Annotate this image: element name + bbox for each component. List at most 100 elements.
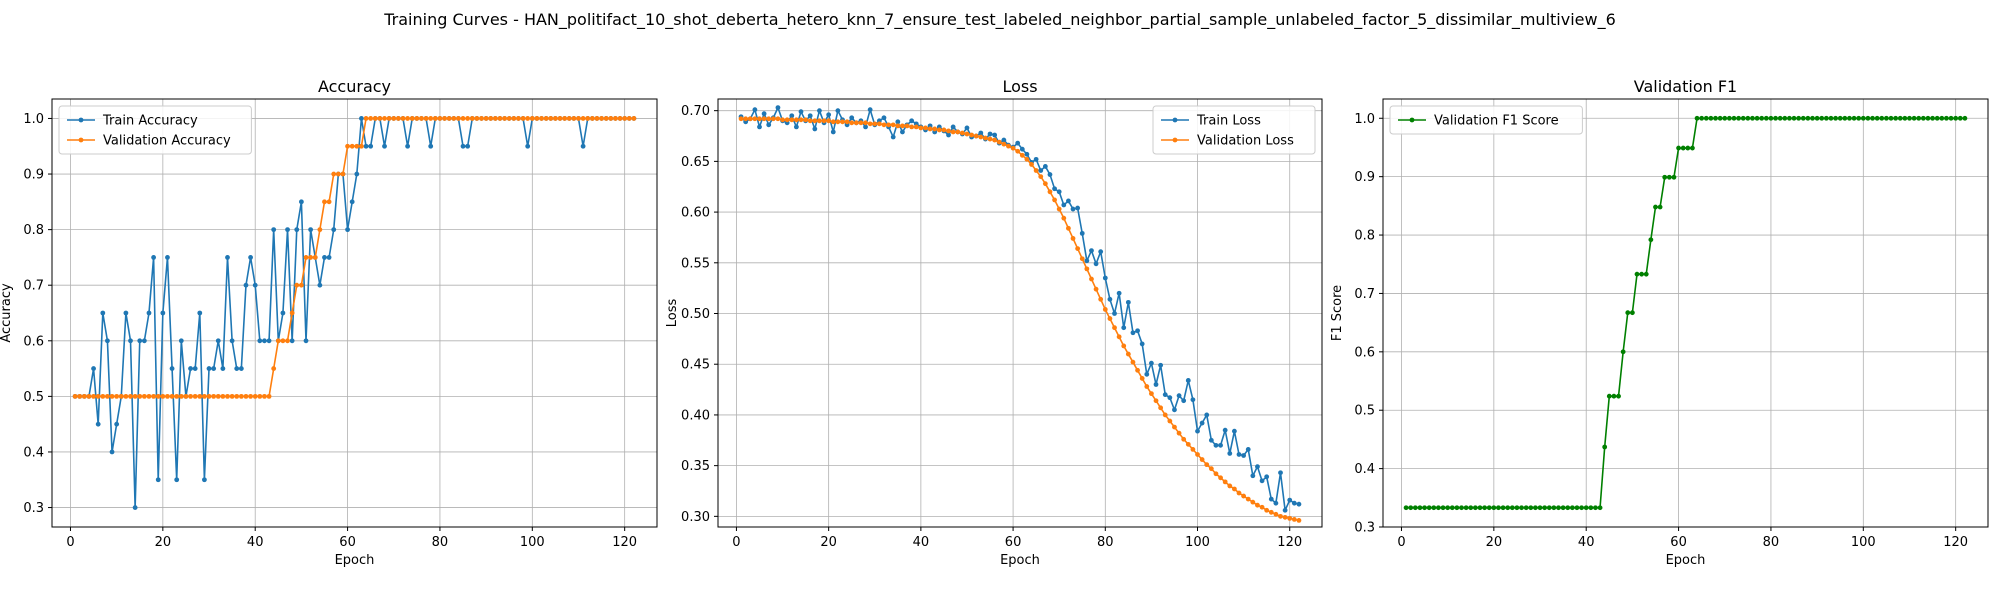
data-point — [1019, 146, 1025, 152]
data-point — [298, 282, 304, 288]
data-point — [188, 393, 193, 399]
data-point — [1195, 452, 1200, 457]
data-point — [1001, 141, 1007, 147]
data-point — [1708, 115, 1714, 121]
data-point — [1565, 505, 1571, 511]
data-point — [1084, 258, 1090, 264]
data-point — [1925, 115, 1931, 121]
data-point — [460, 143, 466, 149]
y-tick-label: 0.8 — [23, 223, 44, 238]
data-point — [1920, 115, 1926, 121]
data-point — [322, 255, 327, 260]
x-axis-label: Epoch — [1000, 553, 1040, 568]
data-point — [91, 393, 96, 399]
data-point — [1273, 500, 1279, 506]
data-point — [964, 125, 970, 131]
chart-title: Loss — [1002, 77, 1037, 96]
data-point — [257, 393, 263, 399]
data-point — [1787, 115, 1792, 121]
data-point — [525, 116, 531, 121]
data-point — [197, 393, 203, 399]
data-point — [858, 120, 864, 126]
data-point — [169, 366, 175, 371]
data-point — [1934, 115, 1940, 121]
data-point — [437, 116, 443, 121]
data-point — [271, 227, 277, 233]
data-point — [1255, 464, 1260, 470]
data-point — [137, 393, 143, 399]
y-tick-label: 1.0 — [1354, 112, 1375, 127]
data-point — [562, 116, 568, 121]
data-point — [863, 124, 868, 130]
data-point — [414, 116, 420, 121]
data-point — [368, 116, 374, 121]
grid — [52, 99, 657, 527]
data-point — [872, 121, 878, 127]
data-point — [844, 119, 850, 125]
data-point — [1902, 115, 1908, 121]
data-point — [349, 199, 355, 205]
data-point — [118, 393, 124, 399]
data-point — [1107, 296, 1113, 302]
y-tick-label: 0.70 — [681, 104, 710, 119]
data-point — [603, 116, 609, 121]
data-point — [1241, 453, 1247, 458]
data-point — [1093, 261, 1099, 267]
data-point — [275, 338, 281, 344]
data-point — [1694, 115, 1700, 121]
data-point — [1847, 115, 1852, 121]
data-point — [1800, 115, 1806, 121]
data-point — [1583, 505, 1589, 511]
data-point — [105, 393, 110, 399]
data-point — [1837, 115, 1843, 121]
data-point — [900, 129, 905, 135]
data-point — [1911, 115, 1917, 121]
data-point — [1079, 256, 1085, 262]
data-point — [886, 122, 891, 128]
data-point — [1805, 115, 1811, 121]
data-point — [881, 115, 887, 121]
data-point — [1569, 505, 1575, 511]
data-point — [109, 393, 115, 399]
data-point — [1459, 505, 1464, 511]
data-point — [1144, 371, 1150, 377]
x-tick-label: 20 — [1486, 535, 1503, 550]
data-point — [345, 143, 350, 149]
data-point — [1153, 382, 1159, 387]
data-point — [289, 310, 295, 316]
data-point — [1948, 115, 1954, 121]
data-point — [1190, 447, 1196, 452]
data-point — [317, 227, 323, 233]
x-tick-label: 120 — [1277, 535, 1302, 550]
data-point — [1015, 148, 1021, 154]
data-point — [123, 393, 129, 399]
chart-accuracy: Accuracy 0 20 40 60 80 100 120 0.3 0.4 0.5 0.6 0.7 0.… — [0, 77, 658, 568]
data-point — [202, 393, 207, 399]
data-point — [1759, 115, 1765, 121]
x-tick-label: 40 — [247, 535, 264, 550]
data-point — [160, 393, 166, 399]
data-point — [465, 116, 471, 121]
data-point — [1167, 395, 1173, 401]
data-point — [1477, 505, 1483, 511]
data-point — [1436, 505, 1441, 511]
data-point — [1042, 164, 1048, 169]
data-point — [1116, 334, 1122, 340]
data-point — [1070, 206, 1076, 212]
data-point — [853, 120, 859, 126]
y-tick-label: 0.45 — [681, 358, 710, 373]
data-point — [1130, 330, 1136, 336]
data-point — [511, 116, 517, 121]
data-point — [1204, 412, 1210, 418]
data-point — [155, 393, 161, 399]
data-point — [1823, 115, 1829, 121]
data-point — [1556, 505, 1561, 511]
data-point — [1519, 505, 1524, 511]
data-point — [91, 366, 96, 371]
data-point — [987, 136, 993, 142]
data-point — [594, 116, 600, 121]
data-point — [552, 116, 558, 121]
data-point — [1930, 115, 1935, 121]
data-point — [123, 310, 129, 316]
